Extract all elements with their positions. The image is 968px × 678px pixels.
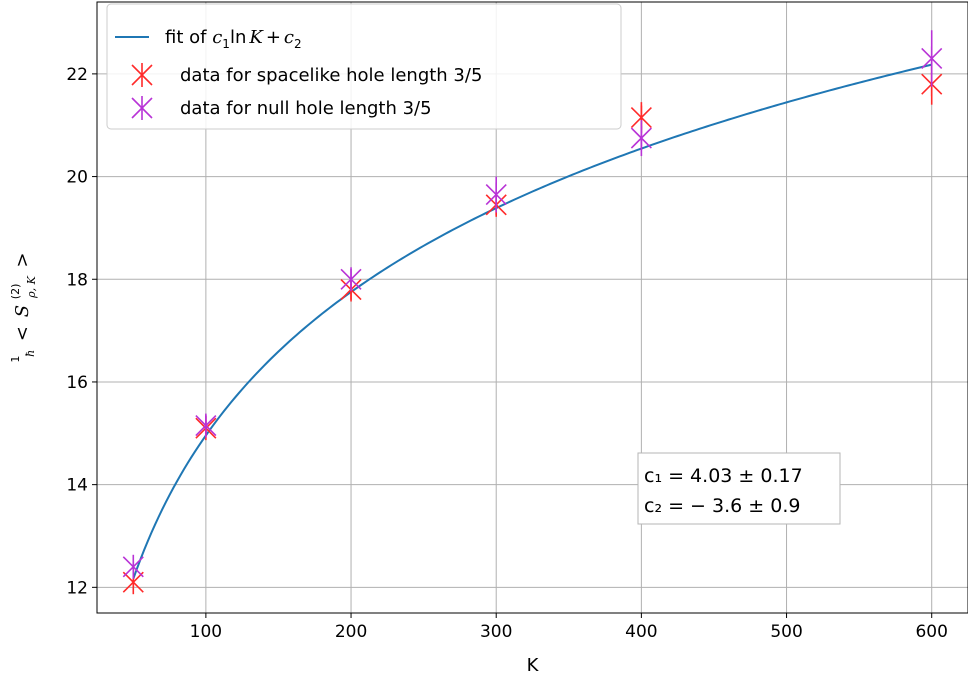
legend-entry-fit: fit of c1ln K + c2 <box>165 27 302 51</box>
data-point-series-1 <box>195 413 217 438</box>
x-tick-label: 300 <box>480 622 512 642</box>
y-tick-label: 12 <box>66 578 88 598</box>
fit-parameters-box: c₁ = 4.03 ± 0.17 c₂ = − 3.6 ± 0.9 <box>637 452 841 525</box>
legend-entry-spacelike: data for spacelike hole length 3/5 <box>180 65 482 86</box>
y-label-close: > <box>12 252 33 267</box>
legend-box <box>106 3 622 130</box>
axis-ticks: 100 200 300 400 500 600 12 14 16 18 20 22 <box>66 65 948 642</box>
y-axis-label: 1 ħ < S (2) ρ, K > <box>3 252 40 362</box>
data-point-series-1 <box>921 46 943 71</box>
plot-frame <box>96 1 968 614</box>
y-label-sub: ρ, K <box>25 275 38 298</box>
y-tick-label: 16 <box>66 373 88 393</box>
legend-marker-null <box>131 96 153 120</box>
data-point-series-1 <box>485 182 507 207</box>
y-label-open: < <box>12 326 33 341</box>
data-point-series-1 <box>630 126 652 151</box>
x-tick-label: 400 <box>625 622 657 642</box>
fit-param-c1: c₁ = 4.03 ± 0.17 <box>644 465 803 487</box>
legend-marker-glyph <box>131 96 153 120</box>
y-tick-label: 20 <box>66 168 88 188</box>
x-tick-label: 200 <box>335 622 367 642</box>
legend-entry-null: data for null hole length 3/5 <box>180 98 432 119</box>
legend-marker-glyph <box>131 63 153 87</box>
data-point-series-1 <box>340 267 362 292</box>
fit-param-c2: c₂ = − 3.6 ± 0.9 <box>644 495 800 517</box>
legend-marker-spacelike <box>131 63 153 87</box>
y-tick-label: 14 <box>66 476 88 496</box>
x-tick-label: 500 <box>770 622 802 642</box>
data-points-layer <box>122 30 943 595</box>
svg-text:1 ħ < S: 1 ħ < S (2) ρ, K > <box>3 252 40 362</box>
fit-curve <box>132 63 932 580</box>
y-label-sym: S <box>12 305 33 317</box>
fit-curve-layer <box>132 63 932 580</box>
x-tick-label: 100 <box>190 622 222 642</box>
x-tick-label: 600 <box>915 622 947 642</box>
y-label-frac-num: 1 <box>9 356 22 363</box>
y-label-sup: (2) <box>9 284 22 300</box>
fit-parameters-frame <box>637 452 841 525</box>
legend: fit of c1ln K + c2 data for spacelike hole … <box>106 3 622 130</box>
data-point-series-1 <box>122 554 144 579</box>
x-axis-label: K <box>527 655 540 676</box>
y-tick-label: 18 <box>66 270 88 290</box>
y-label-frac-den: ħ <box>24 350 37 357</box>
y-tick-label: 22 <box>66 65 88 85</box>
